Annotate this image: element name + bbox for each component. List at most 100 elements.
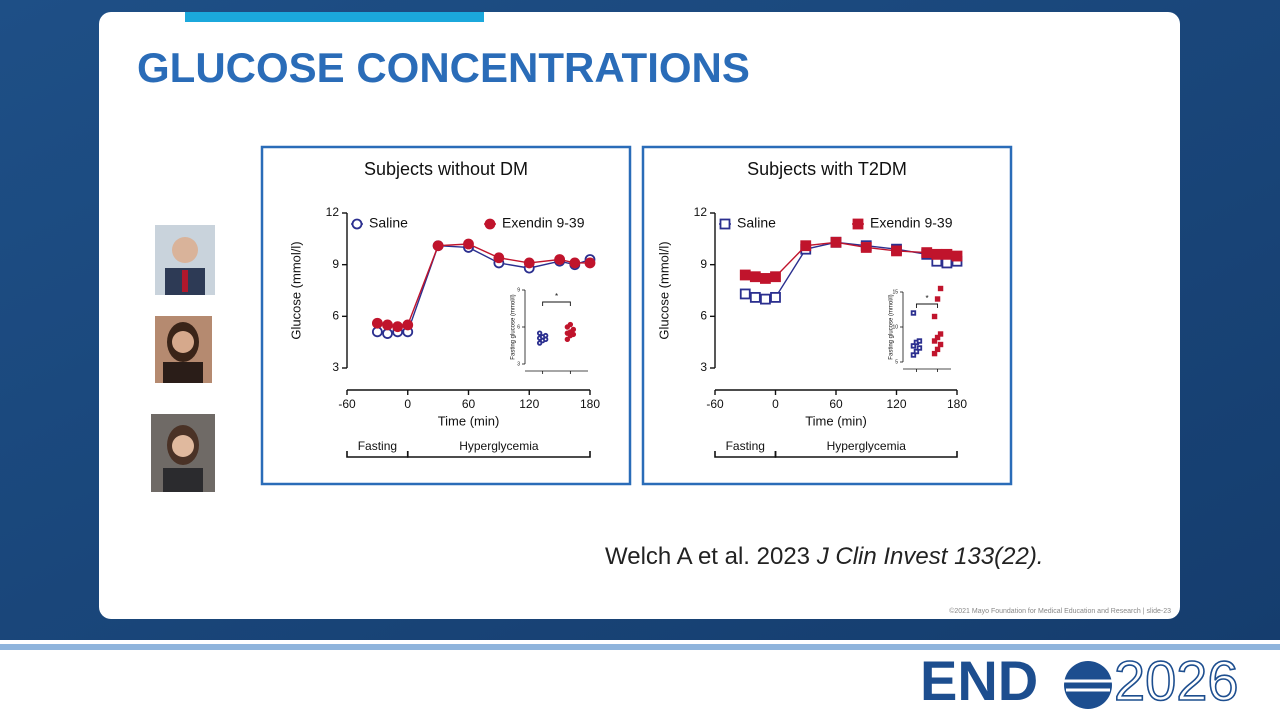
marker — [382, 328, 393, 339]
marker — [584, 257, 596, 269]
marker — [371, 317, 383, 329]
legend-label: Exendin 9-39 — [870, 215, 953, 231]
marker — [567, 321, 574, 328]
chart-panel — [641, 145, 1013, 486]
marker — [770, 271, 781, 283]
marker — [860, 242, 872, 253]
inset-y-tick-label: 15 — [892, 289, 898, 295]
logo-globe — [1064, 661, 1112, 709]
logo: END 2026 — [920, 648, 1239, 713]
marker — [937, 331, 944, 337]
x-tick-label: 60 — [462, 397, 476, 411]
phase-label: Hyperglycemia — [459, 439, 539, 453]
marker — [382, 319, 393, 331]
marker — [570, 326, 577, 333]
slide-title: GLUCOSE CONCENTRATIONS — [137, 44, 750, 91]
inset-bracket — [542, 301, 571, 306]
phase-label: Fasting — [726, 439, 765, 453]
y-tick-label: 12 — [326, 205, 340, 219]
legend-marker — [852, 218, 864, 230]
x-tick-label: 180 — [947, 397, 967, 411]
marker — [941, 257, 953, 269]
marker — [830, 236, 842, 248]
marker — [523, 257, 535, 269]
logo-left: END — [920, 649, 1038, 712]
y-tick-label: 3 — [332, 360, 339, 374]
marker — [910, 352, 917, 358]
x-tick-label: 120 — [519, 397, 539, 411]
legend-marker — [719, 218, 731, 230]
marker — [937, 285, 944, 292]
citation: Welch A et al. 2023 J Clin Invest 133(22… — [605, 543, 1043, 570]
citation-journal: J Clin Invest 133(22). — [816, 543, 1044, 570]
footer-stripe — [0, 644, 1280, 650]
marker — [934, 334, 941, 341]
y-tick-label: 3 — [700, 360, 707, 374]
marker — [760, 273, 771, 284]
marker — [916, 345, 923, 351]
marker — [800, 240, 812, 252]
marker — [937, 341, 944, 348]
photo — [155, 316, 212, 383]
inset-y-label: Fasting glucose (mmol/l) — [889, 294, 895, 359]
logo-globe-lines — [1064, 679, 1112, 692]
phase-bracket — [774, 451, 958, 458]
marker — [916, 338, 923, 344]
phase-bracket — [406, 451, 591, 458]
x-tick-label: 180 — [580, 397, 600, 411]
marker — [931, 350, 938, 357]
marker — [493, 252, 505, 264]
marker — [891, 245, 902, 257]
marker — [910, 343, 917, 349]
legend-label: Exendin 9-39 — [502, 215, 585, 231]
inset-y-tick-label: 10 — [892, 324, 898, 330]
marker — [931, 248, 943, 260]
y-tick-label: 9 — [700, 257, 707, 271]
marker — [931, 338, 938, 344]
x-axis-label: Time (min) — [805, 413, 867, 428]
marker — [749, 291, 761, 303]
citation-authors: Welch A et al. 2023 — [605, 543, 810, 570]
inset-y-label: Fasting glucose (mmol/l) — [511, 294, 517, 359]
x-tick-label: 0 — [404, 397, 411, 411]
x-tick-label: 60 — [829, 397, 843, 411]
marker — [371, 326, 383, 338]
inset-y-tick-label: 5 — [895, 359, 898, 365]
photo — [155, 225, 215, 295]
x-tick-label: -60 — [706, 397, 724, 411]
legend-label: Saline — [369, 215, 408, 231]
marker — [931, 313, 938, 320]
x-tick-label: -60 — [338, 397, 356, 411]
marker — [951, 250, 963, 262]
phase-label: Hyperglycemia — [827, 439, 907, 453]
marker — [921, 247, 933, 259]
marker — [910, 310, 917, 316]
y-tick-label: 12 — [694, 205, 708, 219]
marker — [770, 291, 781, 303]
marker — [542, 332, 549, 339]
marker — [569, 257, 581, 269]
marker — [463, 238, 474, 250]
legend-marker — [351, 218, 363, 230]
marker — [739, 288, 751, 300]
x-tick-label: 0 — [772, 397, 779, 411]
inset-y-tick-label: 3 — [517, 361, 520, 367]
inset-y-tick-label: 6 — [517, 324, 520, 330]
marker — [432, 240, 444, 252]
legend-label: Saline — [737, 215, 776, 231]
marker — [749, 271, 761, 283]
marker — [564, 336, 571, 343]
inset-bracket — [915, 303, 939, 308]
marker — [739, 269, 751, 281]
marker — [913, 348, 920, 355]
y-tick-label: 9 — [332, 257, 339, 271]
inset-annotation: * — [925, 294, 928, 303]
logo-right: 2026 — [1114, 649, 1239, 712]
inset-annotation: * — [555, 292, 558, 301]
chart-panel — [260, 145, 632, 486]
y-tick-label: 6 — [332, 309, 339, 323]
marker — [554, 254, 566, 265]
marker — [941, 248, 953, 260]
